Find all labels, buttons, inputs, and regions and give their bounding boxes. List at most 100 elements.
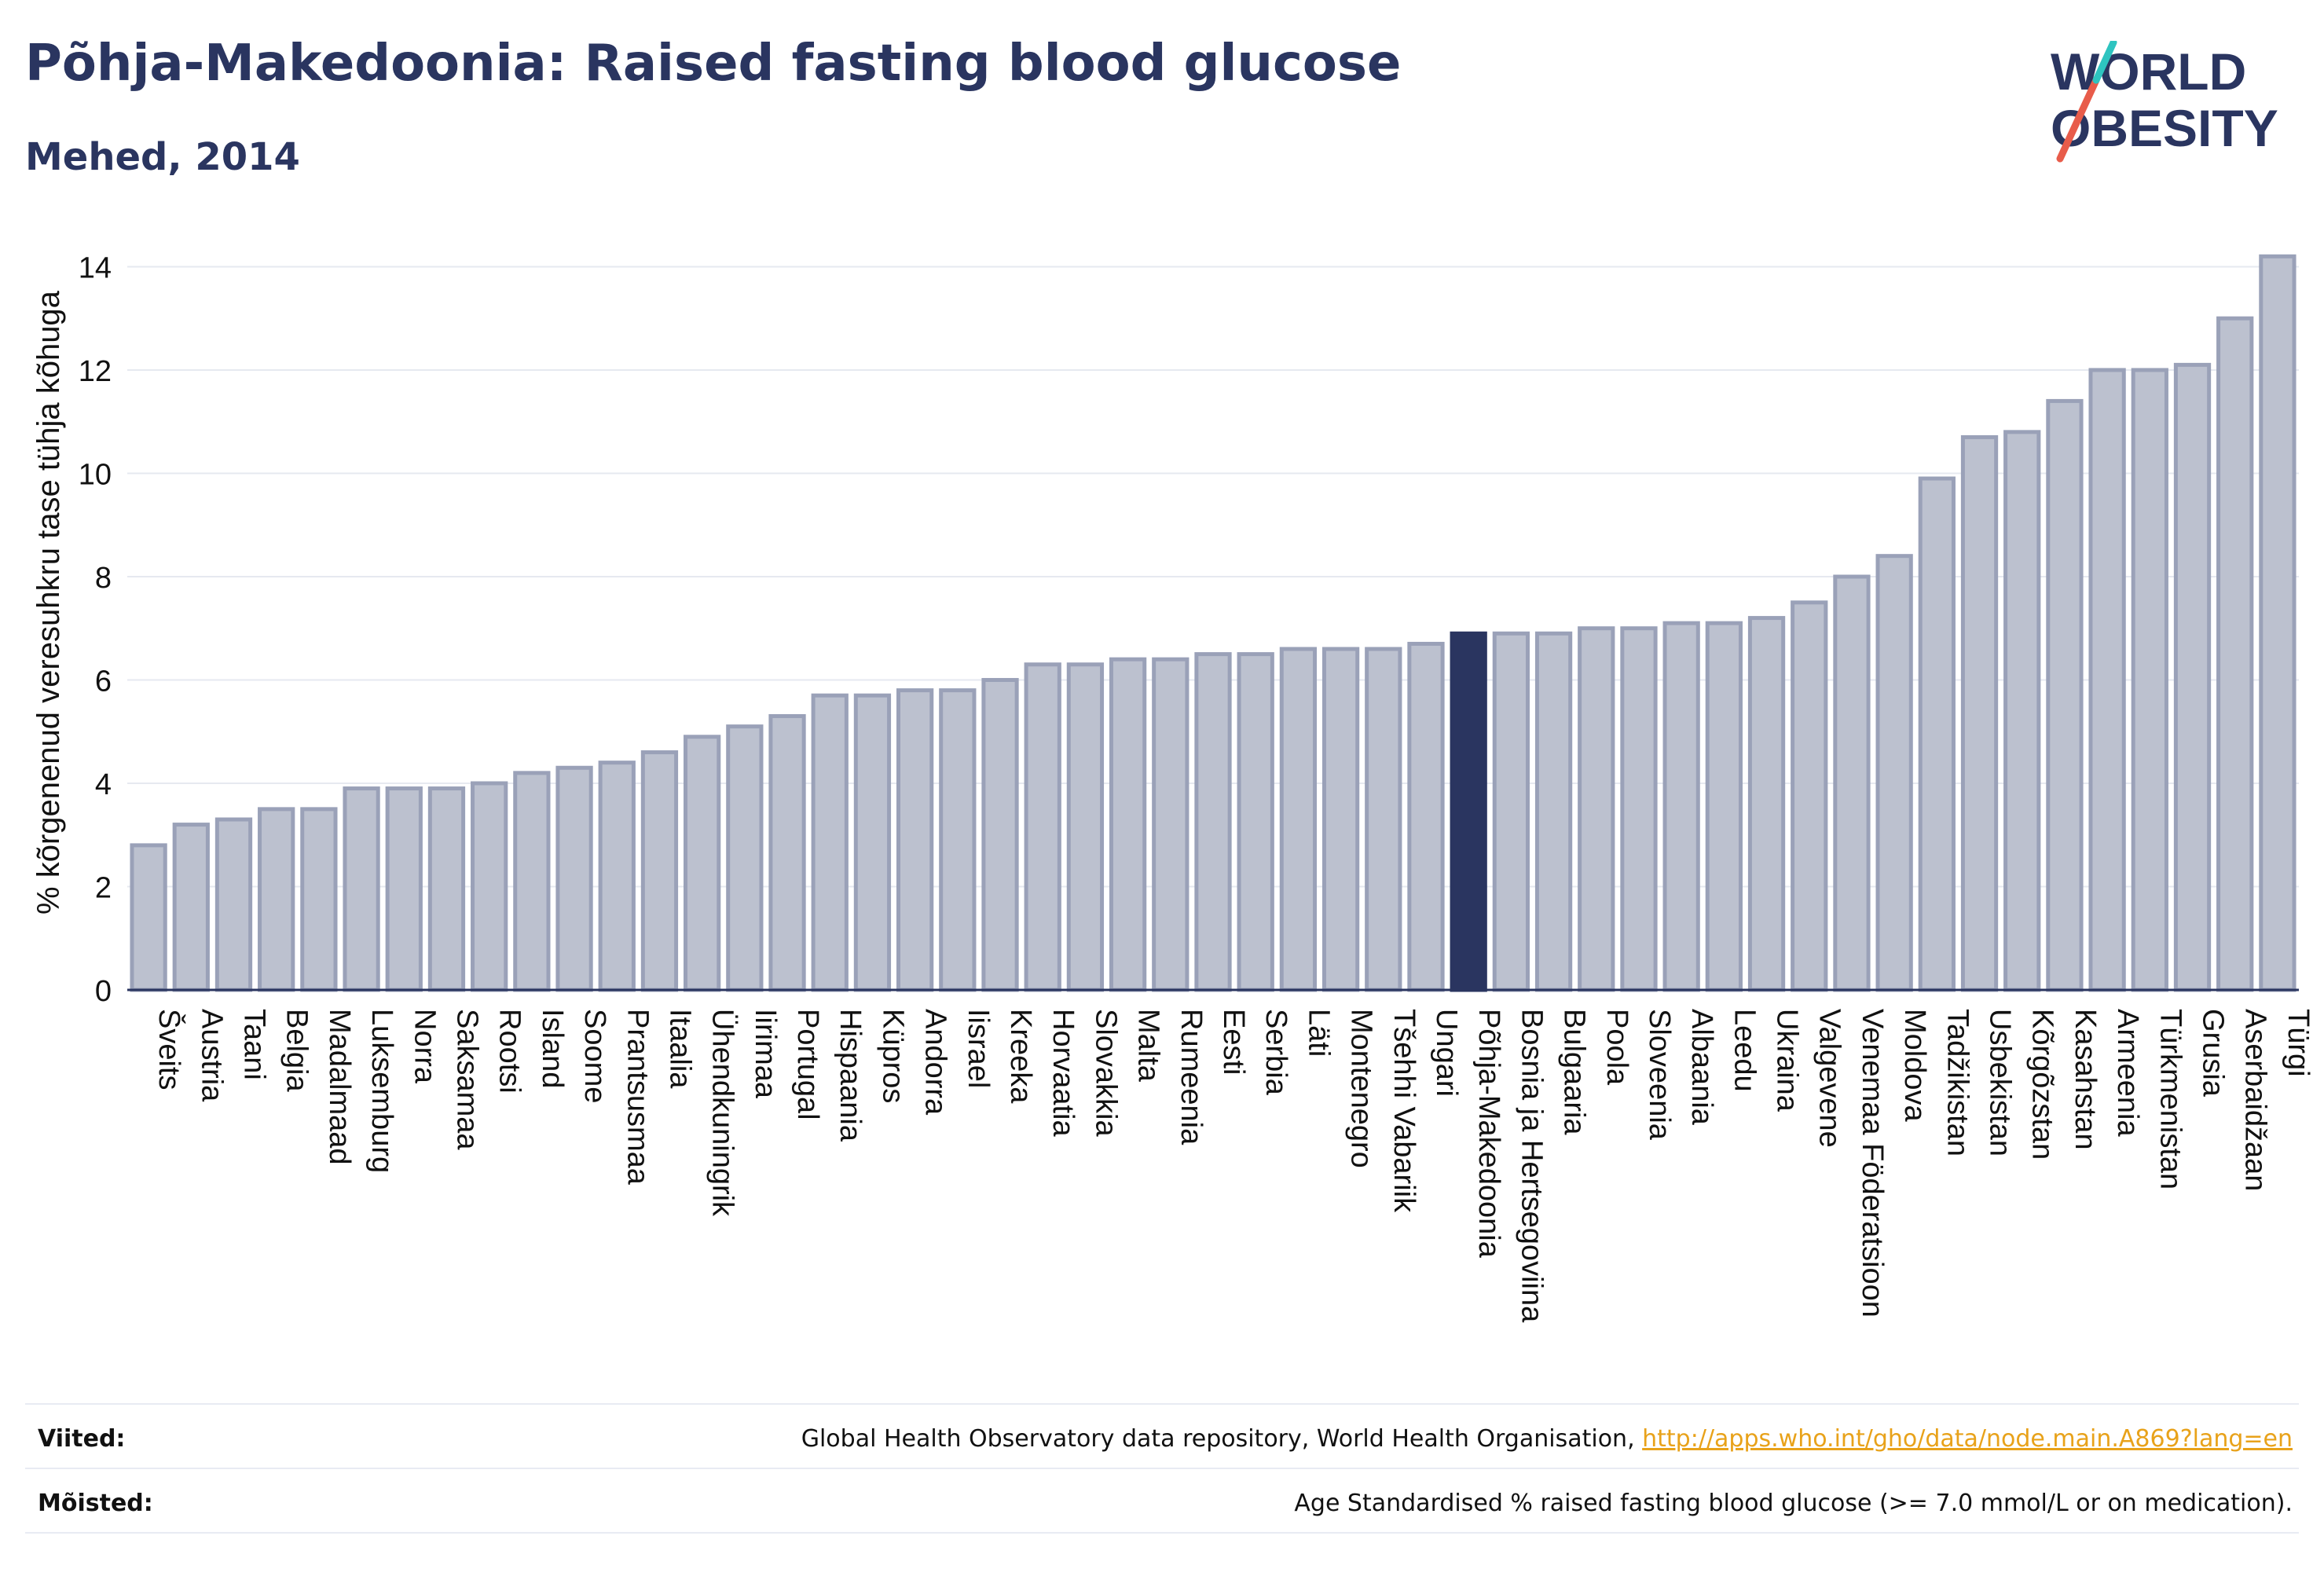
x-tick-label: Malta [1132, 1009, 1165, 1083]
bar [1534, 631, 1573, 992]
bar-highlight [1450, 631, 1487, 992]
x-tick-label: Bulgaaria [1558, 1009, 1591, 1135]
sources-link[interactable]: http://apps.who.int/gho/data/node.main.A… [1642, 1425, 2293, 1453]
bar [684, 735, 721, 992]
x-tick-label: Eesti [1217, 1009, 1250, 1075]
x-tick-label: Ukraina [1771, 1009, 1804, 1112]
x-tick-label: Rumeenia [1175, 1009, 1208, 1145]
logo-line2: OBESITY [2051, 99, 2278, 157]
x-tick-label: Serbia [1259, 1009, 1292, 1096]
bar [343, 786, 380, 992]
bar [1662, 621, 1700, 992]
x-tick-label: Sloveenia [1643, 1009, 1676, 1141]
bar [811, 693, 849, 992]
y-tick-label: 4 [95, 768, 112, 801]
bar [300, 807, 338, 992]
x-tick-label: Madalmaad [323, 1009, 356, 1165]
y-tick-label: 0 [95, 975, 112, 1008]
logo-line1: WORLD [2051, 42, 2246, 101]
x-tick-label: Kõrgõzstan [2026, 1009, 2059, 1160]
bar [2046, 398, 2084, 992]
x-tick-label: Kasahstan [2069, 1009, 2102, 1150]
x-tick-label: Aserbaidžaan [2239, 1009, 2272, 1191]
x-tick-label: Armeenia [2111, 1009, 2144, 1137]
x-tick-label: Prantsusmaa [621, 1009, 654, 1186]
bar [2259, 254, 2297, 992]
x-tick-label: Austria [195, 1009, 228, 1102]
definitions-label: Mõisted: [38, 1490, 153, 1517]
x-tick-label: Valgevene [1813, 1009, 1846, 1148]
x-tick-label: Soome [578, 1009, 611, 1103]
bar [172, 823, 210, 992]
x-tick-label: Iisrael [962, 1009, 995, 1088]
bar [939, 688, 977, 992]
y-tick-label: 6 [95, 665, 112, 698]
y-tick-label: 2 [95, 871, 112, 904]
bar [1279, 647, 1318, 992]
world-obesity-logo: WORLD OBESITY [2051, 41, 2278, 163]
bar [1321, 647, 1360, 992]
bar [1365, 647, 1402, 992]
x-tick-label: Ühendkuningrik [706, 1009, 739, 1217]
bar [2131, 368, 2168, 992]
x-tick-label: Albaania [1685, 1009, 1718, 1126]
sources-description: Global Health Observatory data repositor… [801, 1425, 1643, 1453]
bar [896, 688, 934, 992]
bar [768, 714, 806, 992]
x-tick-label: Leedu [1728, 1009, 1761, 1092]
x-tick-label: Andorra [919, 1009, 952, 1116]
x-tick-label: Portugal [791, 1009, 824, 1120]
bar [2088, 368, 2126, 992]
x-tick-label: Rootsi [493, 1009, 526, 1094]
y-tick-label: 10 [79, 458, 112, 491]
bar [1152, 657, 1189, 992]
footer-divider [25, 1403, 2299, 1405]
bar [555, 765, 593, 992]
x-tick-label: Belgia [280, 1009, 313, 1092]
x-tick-label: Türkmenistan [2154, 1009, 2187, 1189]
bar [2216, 316, 2254, 992]
x-tick-label: Tadžikistan [1941, 1009, 1974, 1156]
x-tick-label: Bosnia ja Hertsegoviina [1515, 1009, 1548, 1323]
bar [1194, 652, 1232, 992]
x-tick-label: Põhja-Makedoonia [1472, 1009, 1505, 1259]
bar [598, 761, 636, 992]
bar [1960, 434, 1999, 992]
x-tick-label: Slovakkia [1089, 1009, 1122, 1137]
bar [2003, 430, 2041, 992]
bar [853, 693, 892, 992]
x-tick-label: Island [536, 1009, 569, 1088]
footer-divider [25, 1468, 2299, 1469]
x-tick-label: Iirimaa [749, 1009, 782, 1099]
bar [1066, 662, 1105, 992]
bar [471, 781, 508, 992]
bar [1109, 657, 1147, 992]
bar [1620, 626, 1658, 992]
x-tick-label: Hispaania [834, 1009, 867, 1142]
y-tick-label: 12 [79, 355, 112, 388]
bar [1407, 641, 1445, 992]
y-tick-label: 8 [95, 562, 112, 595]
bar [1875, 554, 1913, 992]
sources-text: Global Health Observatory data repositor… [801, 1425, 2293, 1453]
x-tick-label: Montenegro [1345, 1009, 1378, 1168]
x-tick-label: Poola [1600, 1009, 1633, 1086]
x-tick-label: Šveits [152, 1009, 187, 1090]
bar [1918, 476, 1956, 992]
chart-title: Põhja-Makedoonia: Raised fasting blood g… [25, 35, 1402, 93]
y-tick-label: 14 [79, 251, 112, 284]
bar [214, 817, 253, 992]
footer-divider [25, 1532, 2299, 1534]
x-tick-label: Küpros [876, 1009, 909, 1103]
y-axis-label: % kõrgenenud veresuhkru tase tühja kõhug… [31, 290, 66, 914]
bar [1747, 616, 1786, 992]
x-tick-label: Türgi [2282, 1009, 2315, 1077]
x-tick-label: Itaalia [663, 1009, 696, 1089]
chart-subtitle: Mehed, 2014 [25, 135, 300, 179]
x-tick-label: Läti [1302, 1009, 1335, 1057]
x-tick-label: Horvaatia [1047, 1009, 1080, 1137]
bar [130, 843, 167, 992]
bar-chart: 0 2 4 6 8 10 12 14 Šveits Austria Taani Belgia Madal… [31, 251, 2315, 1323]
bar [1705, 621, 1743, 992]
x-tick-label: Moldova [1898, 1009, 1931, 1122]
